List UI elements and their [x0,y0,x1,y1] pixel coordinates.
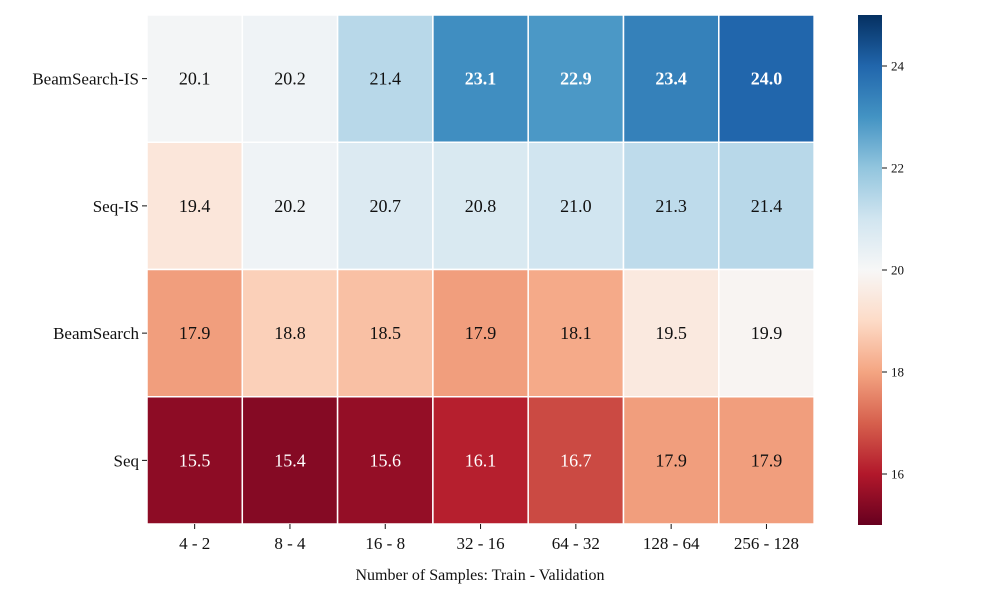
y-tick-label: BeamSearch [53,324,139,343]
heatmap-cell [336,268,434,398]
heatmap-cell [146,14,244,143]
y-tick-label: Seq-IS [93,197,139,216]
x-axis-title: Number of Samples: Train - Validation [355,567,604,584]
x-axis-labels: 4 - 2 8 - 4 16 - 8 32 - 16 64 - 32 128 - 64 25… [179,524,799,553]
heatmap-cell [241,268,339,398]
cell-value-label: 23.4 [655,69,687,89]
heatmap-cell [622,268,720,398]
cell-value-label: 21.0 [560,196,592,216]
cell-value-label: 16.7 [560,450,592,470]
colorbar [858,15,882,525]
colorbar-tick-label: 24 [891,59,905,74]
cell-value-label: 19.4 [179,196,211,216]
cell-value-label: 18.5 [370,323,402,343]
heatmap-cell [527,141,625,271]
cell-value-label: 17.9 [179,323,211,343]
x-tick-label: 16 - 8 [365,534,405,553]
heatmap-cell [241,14,339,143]
x-tick-label: 64 - 32 [552,534,600,553]
cell-value-label: 19.9 [751,323,783,343]
cell-value-label: 16.1 [465,450,497,470]
heatmap-cell [241,396,339,525]
colorbar-ticks: 16 18 20 22 24 [882,59,905,482]
cell-value-label: 20.7 [370,196,402,216]
cell-value-label: 18.1 [560,323,592,343]
cell-value-label: 17.9 [655,450,687,470]
cell-value-label: 17.9 [465,323,497,343]
y-tick-label: Seq [114,451,140,470]
cell-value-label: 22.9 [560,69,592,89]
colorbar-tick-label: 22 [891,161,904,176]
colorbar-tick-label: 16 [891,467,905,482]
x-tick-label: 256 - 128 [734,534,799,553]
cell-value-label: 15.5 [179,450,211,470]
cell-value-label: 20.8 [465,196,497,216]
cell-value-label: 21.3 [655,196,687,216]
heatmap-cell [146,396,244,525]
colorbar-tick-label: 20 [891,263,904,278]
cell-value-label: 17.9 [751,450,783,470]
heatmap-cell [718,268,815,398]
heatmap-cell [718,396,815,525]
heatmap-cell [432,268,529,398]
heatmap-cell [336,14,434,143]
cell-value-label: 18.8 [274,323,306,343]
cell-value-label: 20.2 [274,69,306,89]
y-axis-labels: BeamSearch-IS Seq-IS BeamSearch Seq [32,70,147,470]
colorbar-tick-label: 18 [891,365,904,380]
heatmap-cell [622,396,720,525]
cell-value-label: 21.4 [370,69,402,89]
x-tick-label: 128 - 64 [643,534,700,553]
heatmap-cell [622,141,720,271]
cell-value-label: 24.0 [751,69,783,89]
heatmap-cell [718,141,815,271]
x-tick-label: 8 - 4 [274,534,306,553]
x-tick-label: 4 - 2 [179,534,210,553]
cell-value-label: 15.4 [274,450,306,470]
cell-value-label: 21.4 [751,196,783,216]
y-tick-label: BeamSearch-IS [32,70,139,89]
heatmap-cell [527,268,625,398]
x-tick-label: 32 - 16 [456,534,504,553]
heatmap-cell [527,14,625,143]
heatmap-cell [432,14,529,143]
heatmap-cell [336,141,434,271]
cell-value-label: 20.1 [179,69,211,89]
heatmap-cell [432,396,529,525]
cell-value-label: 20.2 [274,196,306,216]
heatmap-cells: 20.1 20.2 21.4 23.1 22.9 23.4 24.0 19.4 20.2 20.7… [146,14,815,525]
cell-value-label: 23.1 [465,69,497,89]
heatmap-cell [622,14,720,143]
cell-value-label: 15.6 [370,450,402,470]
cell-value-label: 19.5 [655,323,687,343]
